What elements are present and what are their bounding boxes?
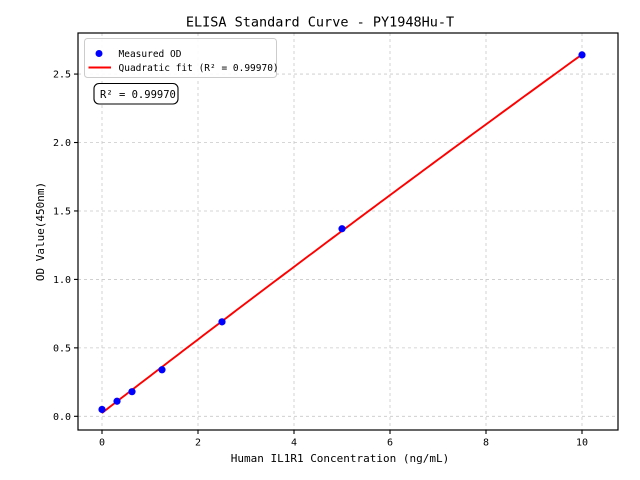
x-axis-label: Human IL1R1 Concentration (ng/mL) — [231, 452, 450, 465]
legend-label-quadratic-fit: Quadratic fit (R² = 0.99970) — [119, 63, 279, 74]
data-point — [218, 318, 226, 326]
x-tick-label: 10 — [576, 438, 588, 449]
data-point — [338, 225, 346, 233]
plot-area-border — [77, 32, 619, 431]
legend: Measured OD Quadratic fit (R² = 0.99970) — [84, 38, 279, 78]
x-tick-label: 0 — [99, 438, 105, 449]
y-axis-label: OD Value(450nm) — [34, 182, 47, 281]
data-point — [113, 397, 121, 405]
y-tick-label: 2.5 — [53, 70, 71, 81]
y-tick-label: 1.0 — [53, 275, 71, 286]
r-squared-annotation-frame — [93, 82, 179, 105]
x-tick-label: 6 — [387, 438, 393, 449]
y-tick-label: 0.5 — [53, 343, 71, 354]
r-squared-annotation-text: R² = 0.99970 — [100, 89, 176, 101]
y-tick-label: 0.0 — [53, 412, 71, 423]
data-point — [578, 51, 586, 59]
series-layer — [98, 51, 586, 414]
x-tick-label: 4 — [291, 438, 297, 449]
data-point — [128, 388, 136, 396]
legend-measured-od-marker-icon — [95, 50, 103, 57]
y-tick-label: 2.0 — [53, 138, 71, 149]
x-tick-label: 8 — [483, 438, 489, 449]
quadratic-fit-line — [101, 53, 583, 414]
y-tick-label: 1.5 — [53, 206, 71, 217]
tick-layer: 0 2 4 6 8 10 0.0 0.5 1.0 1.5 2.0 2.5 — [53, 70, 588, 449]
chart-title: ELISA Standard Curve - PY1948Hu-T — [186, 15, 454, 31]
r-squared-annotation: R² = 0.99970 — [93, 82, 179, 105]
legend-frame — [84, 38, 277, 78]
x-tick-label: 2 — [195, 438, 201, 449]
data-point — [158, 366, 166, 374]
legend-label-measured-od: Measured OD — [119, 49, 182, 60]
data-point — [98, 405, 106, 414]
